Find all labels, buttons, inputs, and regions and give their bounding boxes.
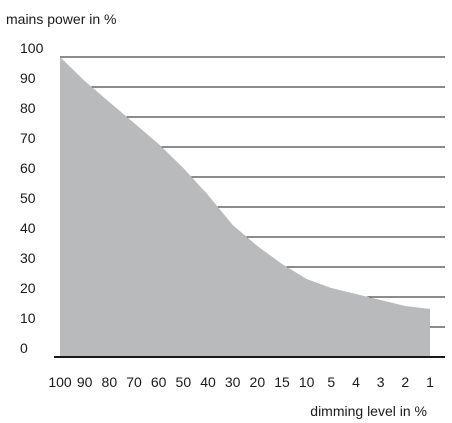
- x-tick-label: 20: [250, 374, 266, 390]
- x-tick-label: 40: [200, 374, 216, 390]
- y-tick-label: 50: [20, 190, 36, 206]
- y-tick-label: 80: [20, 100, 36, 116]
- y-tick-label: 90: [20, 70, 36, 86]
- x-tick-label: 4: [352, 374, 360, 390]
- x-tick-label: 50: [176, 374, 192, 390]
- y-tick-label: 10: [20, 310, 36, 326]
- x-tick-label: 80: [102, 374, 118, 390]
- x-tick-label: 2: [401, 374, 409, 390]
- x-tick-label: 60: [151, 374, 167, 390]
- x-tick-label: 70: [126, 374, 142, 390]
- y-axis-label: mains power in %: [6, 11, 117, 27]
- y-tick-label: 40: [20, 220, 36, 236]
- x-tick-label: 100: [48, 374, 72, 390]
- y-tick-label: 0: [20, 340, 28, 356]
- x-axis-ticks: 100 90 80 70 60 50 40 30 20 15 10 5 4 3 2 1: [48, 374, 434, 390]
- y-tick-label: 20: [20, 280, 36, 296]
- x-tick-label: 30: [225, 374, 241, 390]
- x-tick-label: 1: [426, 374, 434, 390]
- y-tick-label: 70: [20, 130, 36, 146]
- y-tick-label: 100: [20, 40, 44, 56]
- series-area: [60, 57, 430, 357]
- x-tick-label: 15: [274, 374, 290, 390]
- y-tick-label: 60: [20, 160, 36, 176]
- y-tick-label: 30: [20, 250, 36, 266]
- x-tick-label: 5: [327, 374, 335, 390]
- x-tick-label: 90: [77, 374, 93, 390]
- x-axis-label: dimming level in %: [310, 403, 427, 419]
- x-tick-label: 3: [377, 374, 385, 390]
- x-tick-label: 10: [299, 374, 315, 390]
- y-axis-ticks: 0 10 20 30 40 50 60 70 80 90 100: [20, 40, 44, 356]
